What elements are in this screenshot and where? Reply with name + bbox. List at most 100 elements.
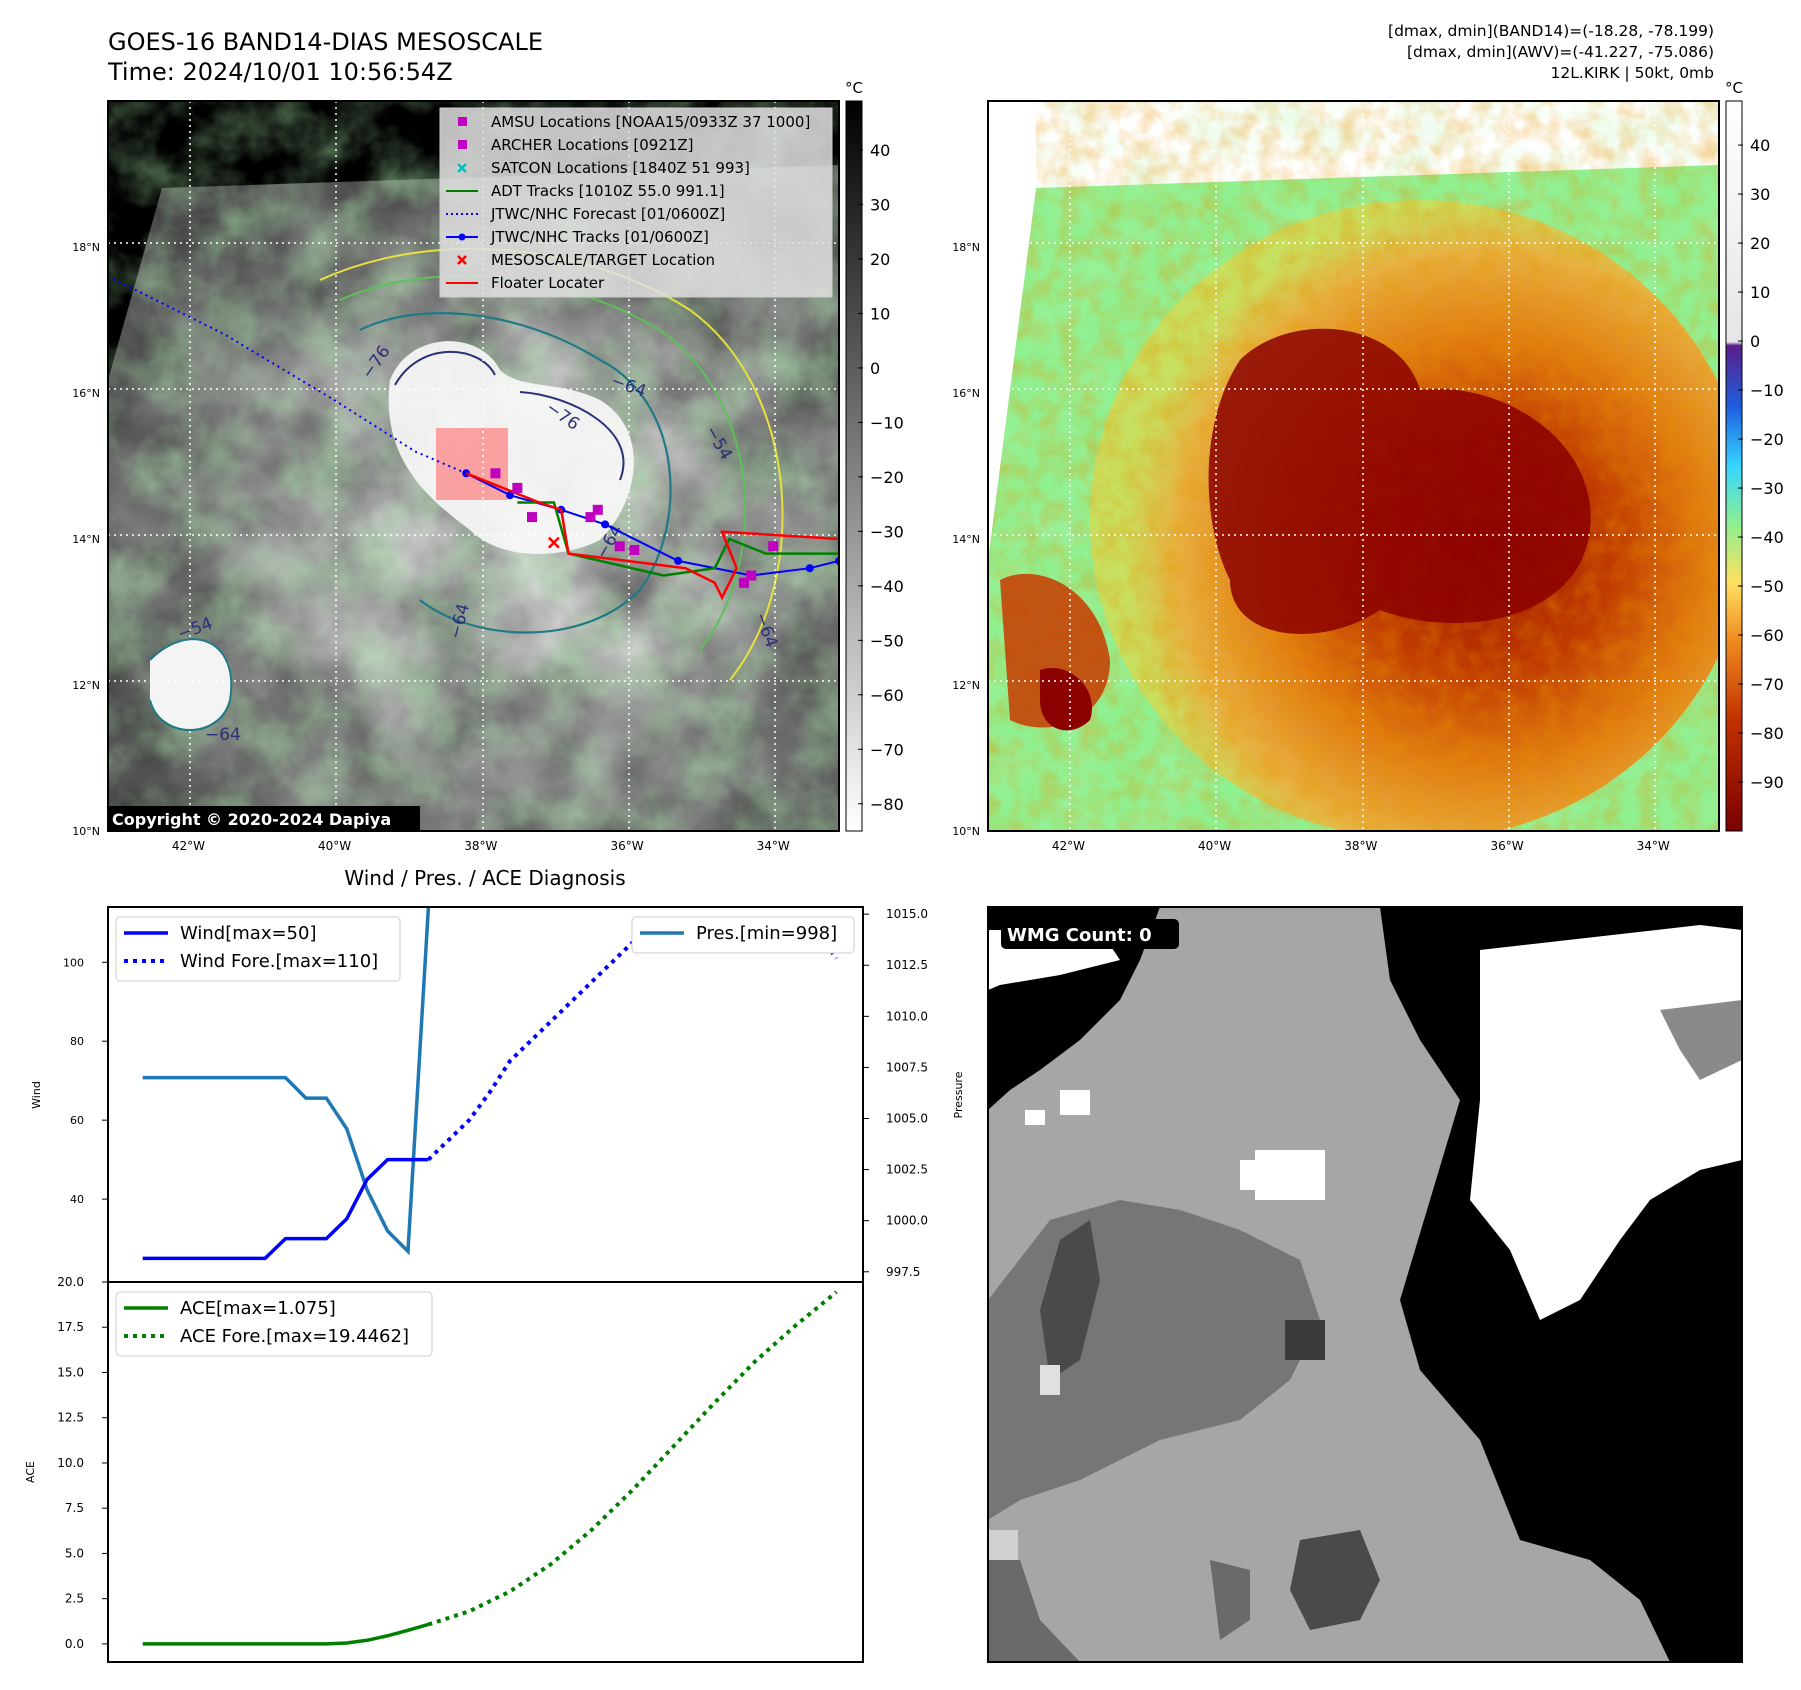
colorbar-tick-label: −90 <box>1750 773 1784 792</box>
wind-line <box>142 1157 429 1261</box>
jtwc-track-point <box>674 556 683 565</box>
colorbar-tick-label: 20 <box>1750 234 1770 253</box>
mesoscale-target-marker <box>548 536 560 549</box>
legend-wind-fore: Wind Fore.[max=110] <box>180 951 378 972</box>
pressure-tick-label: 997.5 <box>886 1265 920 1279</box>
legend-marker <box>457 163 467 173</box>
legend-marker <box>457 255 467 265</box>
colorbar-tick-label: 20 <box>870 250 890 269</box>
lon-tick-label: 38°W <box>1344 839 1377 853</box>
figure-title: GOES-16 BAND14-DIAS MESOSCALE <box>108 28 544 56</box>
lat-tick-label: 18°N <box>72 241 100 254</box>
legend-row: SATCON Locations [1840Z 51 993] <box>457 159 750 177</box>
wind-axis-label: Wind <box>30 1081 43 1109</box>
lon-tick-label: 40°W <box>1198 839 1231 853</box>
lon-tick-label: 36°W <box>1490 839 1523 853</box>
amsu-marker <box>592 504 603 515</box>
ace-axis-label: ACE <box>24 1461 37 1483</box>
ace-tick-label: 20.0 <box>57 1275 84 1289</box>
lat-tick-label: 12°N <box>72 679 100 692</box>
pressure-tick-label: 1010.0 <box>886 1009 928 1023</box>
legend-marker <box>458 140 467 149</box>
colorbar-tick-label: −60 <box>870 686 904 705</box>
wind-tick-label: 80 <box>70 1035 84 1048</box>
colorbar-right-unit: °C <box>1725 79 1743 97</box>
legend-label: ADT Tracks [1010Z 55.0 991.1] <box>491 182 725 200</box>
pressure-axis-label: Pressure <box>952 1071 965 1118</box>
amsu-marker <box>738 577 749 588</box>
lon-tick-label: 42°W <box>1052 839 1085 853</box>
lat-tick-label: 18°N <box>952 241 980 254</box>
amsu-marker <box>585 512 596 523</box>
wind-pressure-chart: 40 60 80 100 997.5 1000.0 1002.5 1005.0 1007.5 1… <box>30 906 965 1283</box>
floater-track <box>465 472 839 601</box>
ace-tick-label: 2.5 <box>65 1592 84 1606</box>
amsu-marker <box>746 570 757 581</box>
legend-row: JTWC/NHC Forecast [01/0600Z] <box>446 205 725 223</box>
lon-tick-label: 40°W <box>318 839 351 853</box>
colorbar-tick-label: 10 <box>870 304 890 323</box>
colorbar-tick-label: 30 <box>870 196 890 215</box>
lon-tick-label: 42°W <box>172 839 205 853</box>
amsu-marker <box>526 512 537 523</box>
colorbar-right: °C 40 30 20 10 0 −10 −20 −30 −40 −50 −60 −70 −80 −90 <box>1725 79 1784 832</box>
colorbar-tick-label: −70 <box>1750 675 1784 694</box>
legend-ace-fore: ACE Fore.[max=19.4462] <box>180 1326 409 1347</box>
legend-pres: Pres.[min=998] <box>696 923 837 944</box>
ace-tick-label: 17.5 <box>57 1320 84 1334</box>
colorbar-tick-label: −80 <box>870 795 904 814</box>
legend-row: AMSU Locations [NOAA15/0933Z 37 1000] <box>458 113 810 131</box>
ace-tick-label: 12.5 <box>57 1411 84 1425</box>
legend-label: JTWC/NHC Tracks [01/0600Z] <box>490 228 709 246</box>
amsu-marker <box>490 468 501 479</box>
pressure-tick-label: 1000.0 <box>886 1214 928 1228</box>
colorbar-tick-label: 40 <box>1750 136 1770 155</box>
legend-label: AMSU Locations [NOAA15/0933Z 37 1000] <box>491 113 810 131</box>
legend-label: Floater Locater <box>491 274 605 292</box>
wmg-count-label: WMG Count: 0 <box>1007 925 1152 946</box>
legend-marker <box>458 117 467 126</box>
colorbar-left: °C 40 30 20 10 0 −10 −20 −30 −40 −50 −60 −70 −80 <box>845 79 904 832</box>
pressure-tick-label: 1002.5 <box>886 1163 928 1177</box>
wind-tick-label: 100 <box>63 956 84 969</box>
adt-track <box>517 501 839 577</box>
lat-tick-label: 16°N <box>72 387 100 400</box>
amsu-marker <box>768 541 779 552</box>
ace-forecast-line <box>427 1290 838 1627</box>
ace-tick-label: 7.5 <box>65 1501 84 1515</box>
legend-wind: Wind[max=50] <box>180 923 317 944</box>
lon-tick-label: 36°W <box>610 839 643 853</box>
contour-label: −64 <box>205 725 241 745</box>
colorbar-tick-label: −30 <box>870 522 904 541</box>
wmg-panel: WMG Count: 0 <box>987 906 1743 1663</box>
lat-tick-label: 14°N <box>952 533 980 546</box>
amsu-marker <box>614 541 625 552</box>
ace-line <box>142 1622 429 1646</box>
pressure-tick-label: 1005.0 <box>886 1112 928 1126</box>
colorbar-tick-label: −50 <box>870 631 904 650</box>
lat-tick-label: 16°N <box>952 387 980 400</box>
colorbar-tick-label: −60 <box>1750 626 1784 645</box>
legend-row: ADT Tracks [1010Z 55.0 991.1] <box>446 182 725 200</box>
colorbar-tick-label: −80 <box>1750 724 1784 743</box>
wind-forecast-line <box>426 920 839 1162</box>
colorbar-tick-label: −30 <box>1750 479 1784 498</box>
legend-row: MESOSCALE/TARGET Location <box>457 251 715 269</box>
colorbar-tick-label: −10 <box>870 413 904 432</box>
ace-tick-label: 10.0 <box>57 1456 84 1470</box>
amsu-marker <box>629 544 640 555</box>
colorbar-tick-label: 0 <box>1750 332 1760 351</box>
lat-tick-label: 14°N <box>72 533 100 546</box>
jtwc-forecast-track <box>108 275 467 475</box>
pressure-tick-label: 1007.5 <box>886 1060 928 1074</box>
legend-row: Floater Locater <box>446 274 605 292</box>
colorbar-tick-label: −20 <box>1750 430 1784 449</box>
wind-tick-label: 40 <box>70 1193 84 1206</box>
legend-label: ARCHER Locations [0921Z] <box>491 136 694 154</box>
pressure-line <box>142 907 431 1256</box>
colorbar-tick-label: −50 <box>1750 577 1784 596</box>
colorbar-tick-label: 30 <box>1750 185 1770 204</box>
info-storm: 12L.KIRK | 50kt, 0mb <box>1550 64 1714 82</box>
ir-map-panel: −76−76−64−54−64−64 −64−54−64 Copyright © … <box>72 100 840 853</box>
jtwc-track-point <box>506 491 515 500</box>
